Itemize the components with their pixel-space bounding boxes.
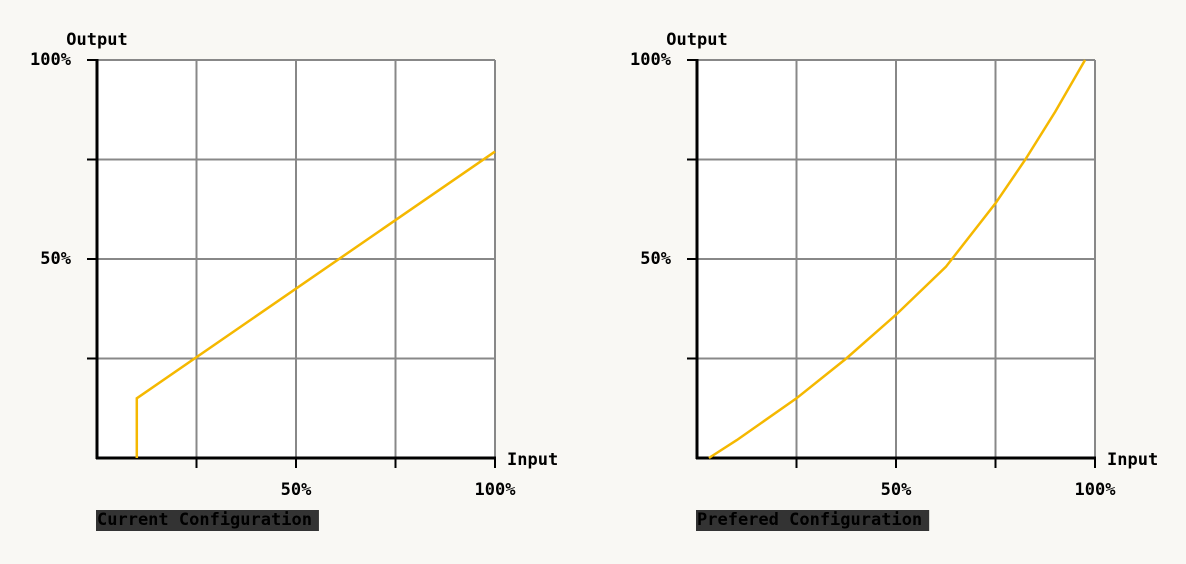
legend-background bbox=[696, 510, 930, 531]
legend-label: Current Configuration bbox=[97, 510, 312, 530]
x-tick-label: 50% bbox=[881, 480, 912, 500]
legend-background bbox=[96, 510, 319, 531]
legend-label: Prefered Configuration bbox=[697, 510, 922, 530]
y-axis-label: Output bbox=[66, 30, 127, 50]
x-tick-label: 100% bbox=[475, 480, 517, 500]
x-axis-label: Input bbox=[1107, 450, 1158, 470]
y-axis-label: Output bbox=[666, 30, 727, 50]
y-tick-label: 100% bbox=[630, 50, 672, 70]
x-axis-label: Input bbox=[507, 450, 558, 470]
x-tick-label: 100% bbox=[1075, 480, 1117, 500]
y-tick-label: 50% bbox=[40, 249, 71, 269]
x-tick-label: 50% bbox=[281, 480, 312, 500]
data-line bbox=[135, 150, 496, 458]
data-line bbox=[708, 59, 1087, 460]
y-tick-label: 100% bbox=[30, 50, 72, 70]
y-tick-label: 50% bbox=[640, 249, 671, 269]
